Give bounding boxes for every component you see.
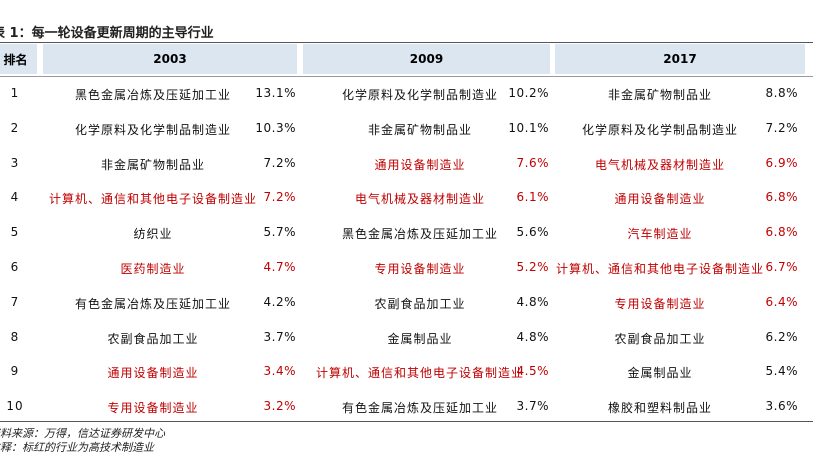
industry-name: 非金属矿物制品业 xyxy=(607,88,713,102)
rank-cell: 4 xyxy=(10,190,20,205)
share-value: 5.6% xyxy=(516,225,549,240)
industry-name: 通用设备制造业 xyxy=(374,157,466,172)
share-value: 10.2% xyxy=(508,86,549,100)
industry-name: 农副食品加工业 xyxy=(614,331,706,346)
share-value: 6.9% xyxy=(765,155,798,170)
industry-name: 纺织业 xyxy=(133,227,173,242)
industry-name: 黑色金属冶炼及压延加工业 xyxy=(341,227,499,242)
share-value: 5.4% xyxy=(765,364,798,379)
share-value: 13.1% xyxy=(255,86,296,100)
industry-name: 农副食品加工业 xyxy=(374,296,466,311)
share-value: 4.2% xyxy=(263,294,296,309)
industry-name: 汽车制造业 xyxy=(627,227,693,242)
share-value: 3.7% xyxy=(516,399,549,414)
share-value: 6.8% xyxy=(765,190,798,205)
header-cell: 2017 xyxy=(555,44,805,74)
industry-name: 化学原料及化学制品制造业 xyxy=(341,88,499,102)
header-cell: 2003 xyxy=(43,44,297,74)
industry-name: 黑色金属冶炼及压延加工业 xyxy=(74,88,232,102)
rank-cell: 2 xyxy=(10,120,20,135)
header-cell: 排名 xyxy=(0,44,37,74)
rank-cell: 10 xyxy=(6,399,24,414)
industry-name: 电气机械及器材制造业 xyxy=(354,192,486,207)
share-value: 4.8% xyxy=(516,329,549,344)
share-value: 3.6% xyxy=(765,399,798,414)
table-title: 表 1：每一轮设备更新周期的主导行业 xyxy=(0,26,214,41)
industry-name: 有色金属冶炼及压延加工业 xyxy=(74,296,232,311)
rank-cell: 8 xyxy=(10,329,20,344)
rank-cell: 5 xyxy=(10,225,20,240)
share-value: 7.2% xyxy=(263,155,296,170)
rank-cell: 7 xyxy=(10,294,20,309)
share-value: 7.2% xyxy=(263,190,296,205)
header-cell: 2009 xyxy=(303,44,550,74)
industry-name: 计算机、通信和其他电子设备制造业 xyxy=(555,262,765,276)
industry-name: 通用设备制造业 xyxy=(107,366,199,381)
share-value: 6.4% xyxy=(765,294,798,309)
share-value: 3.2% xyxy=(263,399,296,414)
share-value: 4.5% xyxy=(516,364,549,379)
industry-name: 有色金属冶炼及压延加工业 xyxy=(341,401,499,416)
share-value: 6.1% xyxy=(516,190,549,205)
industry-name: 专用设备制造业 xyxy=(614,296,706,311)
share-value: 6.8% xyxy=(765,225,798,240)
rank-cell: 3 xyxy=(10,155,20,170)
industry-name: 计算机、通信和其他电子设备制造业 xyxy=(315,366,525,381)
industry-name: 专用设备制造业 xyxy=(107,401,199,416)
industry-name: 金属制品业 xyxy=(627,366,693,381)
share-value: 3.4% xyxy=(263,364,296,379)
share-value: 10.1% xyxy=(508,120,549,135)
industry-name: 通用设备制造业 xyxy=(614,192,706,207)
rank-cell: 9 xyxy=(10,364,20,379)
footnote: 注释：标红的行业为高技术制造业 xyxy=(0,441,154,452)
rank-cell: 6 xyxy=(10,260,20,274)
industry-name: 化学原料及化学制品制造业 xyxy=(74,122,232,137)
source-note: 资料来源：万得，信达证券研发中心 xyxy=(0,427,165,440)
industry-name: 电气机械及器材制造业 xyxy=(594,157,726,172)
share-value: 4.8% xyxy=(516,294,549,309)
share-value: 3.7% xyxy=(263,329,296,344)
industry-name: 农副食品加工业 xyxy=(107,331,199,346)
industry-name: 橡胶和塑料制品业 xyxy=(607,401,713,416)
share-value: 7.6% xyxy=(516,155,549,170)
header-border xyxy=(0,76,813,77)
industry-name: 非金属矿物制品业 xyxy=(367,122,473,137)
share-value: 4.7% xyxy=(263,260,296,274)
share-value: 7.2% xyxy=(765,120,798,135)
share-value: 5.2% xyxy=(516,260,549,274)
industry-name: 医药制造业 xyxy=(120,262,186,276)
industry-name: 非金属矿物制品业 xyxy=(100,157,206,172)
share-value: 6.2% xyxy=(765,329,798,344)
industry-name: 计算机、通信和其他电子设备制造业 xyxy=(48,192,258,207)
share-value: 5.7% xyxy=(263,225,296,240)
rank-cell: 1 xyxy=(10,86,20,100)
bottom-border xyxy=(0,421,813,422)
industry-name: 金属制品业 xyxy=(387,331,453,346)
share-value: 8.8% xyxy=(765,86,798,100)
industry-name: 化学原料及化学制品制造业 xyxy=(581,122,739,137)
top-border xyxy=(0,42,813,43)
industry-name: 专用设备制造业 xyxy=(374,262,466,276)
share-value: 10.3% xyxy=(255,120,296,135)
share-value: 6.7% xyxy=(765,260,798,274)
